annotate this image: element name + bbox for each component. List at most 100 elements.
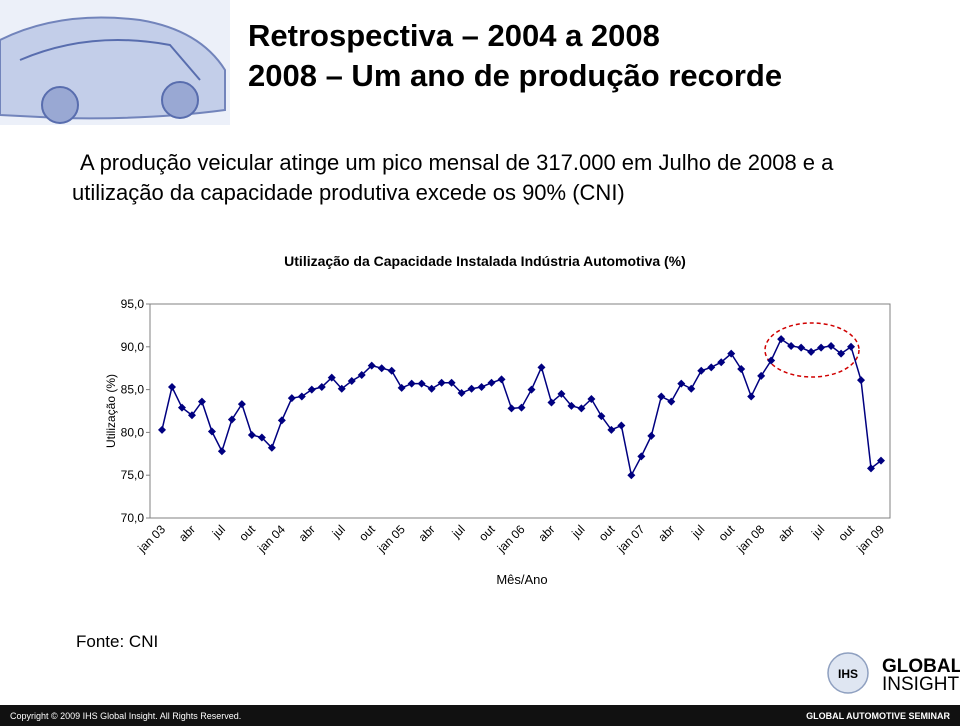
data-point	[237, 400, 246, 409]
data-point	[227, 415, 236, 424]
x-tick-label: out	[236, 522, 258, 544]
data-point	[667, 397, 676, 406]
data-point	[327, 373, 336, 382]
data-point	[797, 343, 806, 352]
data-point	[347, 377, 356, 386]
x-tick-label: jul	[688, 522, 707, 541]
data-point	[197, 397, 206, 406]
y-tick-label: 70,0	[121, 511, 145, 525]
chart: Utilização da Capacidade Instalada Indús…	[104, 253, 891, 587]
data-point	[187, 411, 196, 420]
y-tick-label: 75,0	[121, 468, 145, 482]
data-point	[507, 404, 516, 413]
data-point	[767, 356, 776, 365]
data-point	[697, 366, 706, 375]
data-point	[657, 392, 666, 401]
title-line: Retrospectiva – 2004 a 2008	[248, 18, 660, 53]
copyright: Copyright © 2009 IHS Global Insight. All…	[10, 711, 241, 721]
y-tick-label: 80,0	[121, 425, 145, 439]
data-point	[267, 443, 276, 452]
data-point	[777, 335, 786, 344]
data-point	[727, 349, 736, 358]
data-point	[607, 425, 616, 434]
data-point	[747, 392, 756, 401]
data-point	[207, 427, 216, 436]
y-tick-label: 85,0	[121, 383, 145, 397]
data-point	[317, 383, 326, 392]
footer-event: GLOBAL AUTOMOTIVE SEMINAR	[806, 711, 950, 721]
data-point	[617, 421, 626, 430]
data-point	[867, 464, 876, 473]
x-tick-label: abr	[296, 522, 318, 544]
data-point	[307, 385, 316, 394]
data-point	[417, 379, 426, 388]
footer-bar	[0, 705, 960, 726]
title-line: 2008 – Um ano de produção recorde	[248, 58, 782, 93]
x-tick-label: abr	[416, 522, 438, 544]
intro-line: A produção veicular atinge um pico mensa…	[80, 150, 834, 175]
logo-mark: IHS	[838, 667, 858, 681]
data-point	[158, 425, 166, 434]
x-tick-label: jan 05	[374, 522, 408, 556]
data-point	[177, 403, 186, 412]
data-point	[367, 361, 376, 370]
x-tick-label: jan 07	[614, 522, 648, 556]
plot-frame	[149, 303, 891, 519]
data-point	[847, 342, 856, 351]
data-point	[537, 363, 546, 372]
data-point	[447, 378, 456, 387]
data-point	[857, 376, 866, 385]
x-tick-label: jul	[329, 522, 348, 541]
data-point	[707, 363, 716, 372]
data-point	[817, 343, 826, 352]
data-point	[837, 349, 846, 358]
x-tick-label: abr	[535, 522, 557, 544]
x-tick-label: out	[476, 522, 498, 544]
car-image	[0, 0, 230, 125]
data-point	[687, 384, 696, 393]
data-point	[827, 341, 836, 350]
data-point	[787, 341, 796, 350]
logo: IHS GLOBAL INSIGHT	[827, 652, 960, 695]
x-tick-label: jan 08	[734, 522, 768, 556]
x-tick-label: jan 09	[853, 522, 887, 556]
data-point	[737, 365, 746, 374]
data-point	[677, 379, 686, 388]
data-point	[257, 433, 266, 442]
y-tick-label: 90,0	[121, 340, 145, 354]
data-point	[527, 385, 536, 394]
y-tick-label: 95,0	[121, 297, 145, 311]
x-tick-label: out	[716, 522, 738, 544]
data-point	[397, 383, 406, 392]
data-point	[517, 403, 526, 412]
data-point	[407, 379, 416, 388]
x-tick-label: jul	[449, 522, 468, 541]
intro-line: utilização da capacidade produtiva exced…	[72, 180, 625, 205]
x-tick-label: jul	[209, 522, 228, 541]
x-tick-label: jul	[568, 522, 587, 541]
data-point	[647, 431, 656, 440]
x-tick-label: out	[835, 522, 857, 544]
data-point	[337, 384, 346, 393]
y-axis-label: Utilização (%)	[104, 374, 118, 448]
x-tick-label: out	[356, 522, 378, 544]
data-point	[557, 389, 566, 398]
data-point	[217, 447, 226, 456]
data-point	[247, 430, 256, 439]
data-point	[637, 452, 646, 461]
data-point	[757, 371, 766, 380]
x-tick-label: abr	[655, 522, 677, 544]
source: Fonte: CNI	[76, 632, 158, 651]
x-tick-label: out	[596, 522, 618, 544]
data-point	[467, 384, 476, 393]
data-point	[477, 383, 486, 392]
data-point	[627, 471, 636, 480]
data-point	[287, 394, 296, 403]
data-point	[427, 384, 436, 393]
chart-title: Utilização da Capacidade Instalada Indús…	[284, 253, 686, 269]
x-tick-label: abr	[775, 522, 797, 544]
data-point	[357, 371, 366, 380]
x-tick-label: jan 03	[134, 522, 168, 556]
x-tick-label: abr	[176, 522, 198, 544]
